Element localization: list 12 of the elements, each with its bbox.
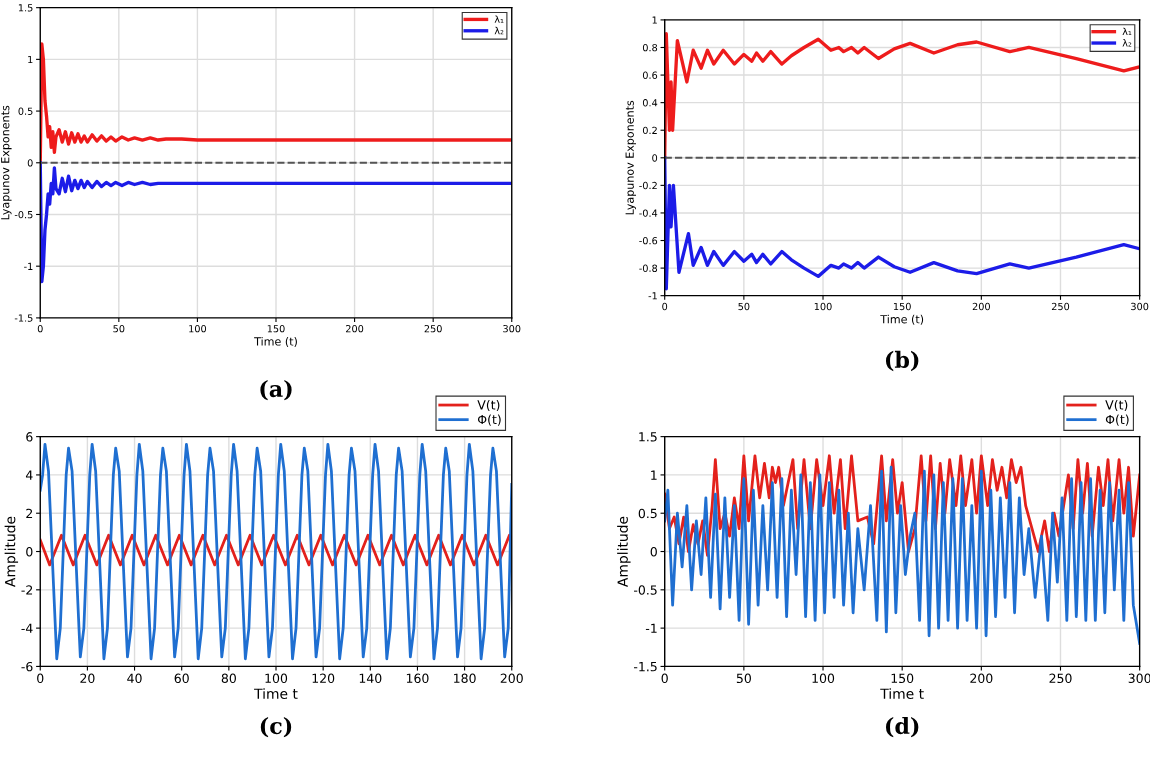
- line-series: [40, 42, 512, 165]
- line-series: [664, 156, 1140, 291]
- text: (c): [260, 716, 292, 738]
- line-series: [664, 465, 1140, 645]
- text: (a): [260, 379, 292, 401]
- text: (d): [885, 716, 919, 738]
- line-series: [40, 442, 512, 661]
- line-series: [40, 161, 512, 284]
- text: (b): [885, 350, 919, 372]
- line-series: [664, 32, 1140, 160]
- line-series: [40, 533, 512, 567]
- line-series: [664, 454, 1140, 557]
